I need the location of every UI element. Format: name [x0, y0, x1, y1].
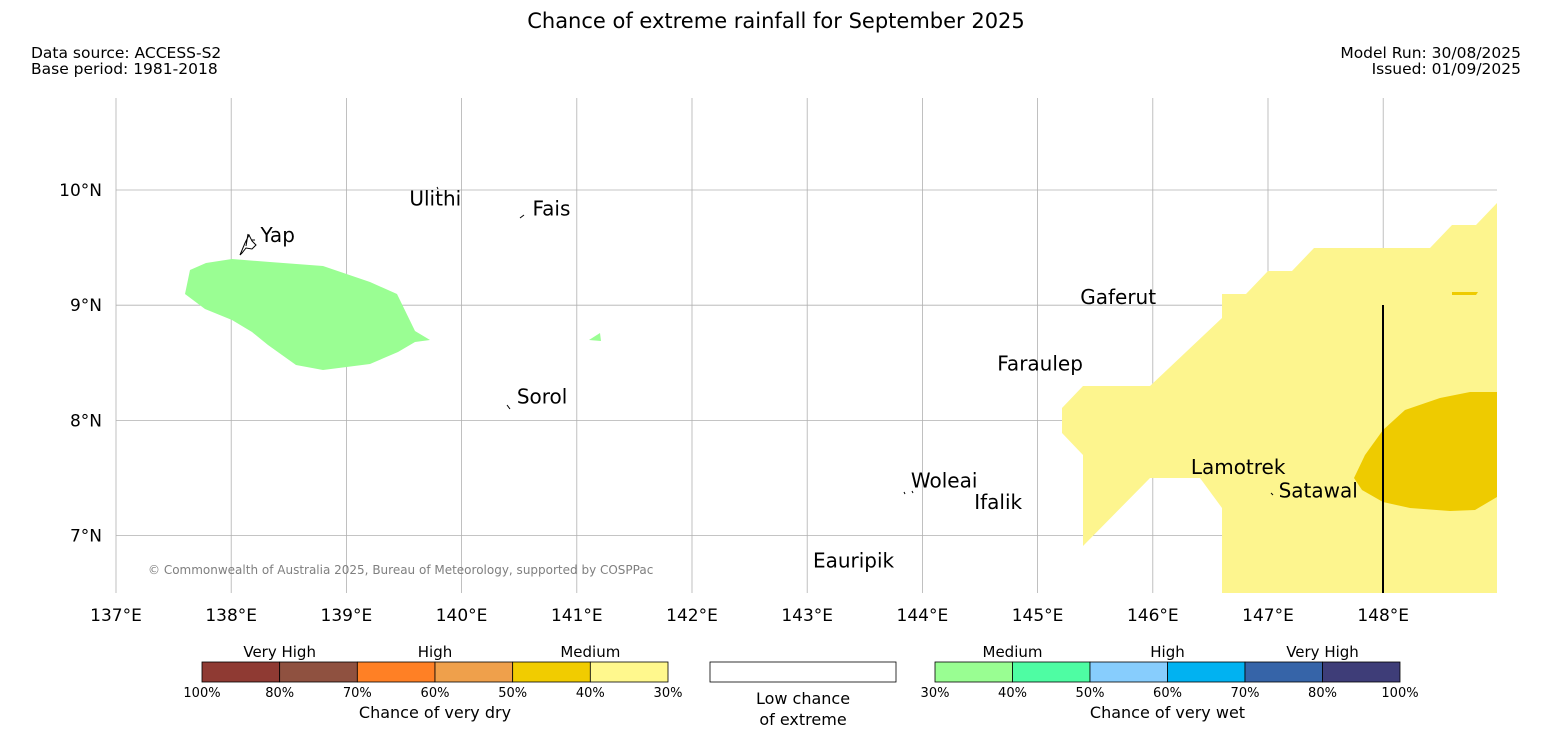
ifalik-island-mark: [903, 490, 914, 495]
wet-color-swatch: [1322, 661, 1401, 683]
copyright-text: © Commonwealth of Australia 2025, Bureau…: [148, 563, 653, 577]
wet-tick-label: 80%: [1308, 686, 1337, 701]
fais-island-mark: [519, 214, 525, 219]
place-label: Yap: [259, 223, 294, 247]
dry-high-sliver: [1452, 292, 1478, 295]
wet-tick-label: 30%: [921, 686, 950, 701]
dry-medium-region: [1062, 203, 1497, 593]
dry-level-label: Medium: [560, 643, 620, 661]
wet-tick-label: 50%: [1076, 686, 1105, 701]
issued-date: Issued: 01/09/2025: [1371, 60, 1521, 78]
wet-tick-label: 70%: [1231, 686, 1260, 701]
dry-tick-label: 40%: [576, 686, 605, 701]
dry-color-swatch: [201, 661, 281, 683]
wet-tick-label: 40%: [998, 686, 1027, 701]
place-label: Satawal: [1279, 478, 1358, 502]
lon-tick-label: 139°E: [321, 606, 373, 626]
data-source: Data source: ACCESS-S2: [31, 44, 222, 62]
place-label: Faraulep: [997, 351, 1083, 375]
place-label: Eauripik: [813, 548, 895, 572]
place-label: Lamotrek: [1191, 455, 1286, 479]
yap-island-outline: [239, 233, 257, 256]
lon-tick-label: 140°E: [436, 606, 488, 626]
meta-right: Model Run: 30/08/2025 Issued: 01/09/2025: [1340, 45, 1521, 77]
place-label: Fais: [533, 196, 571, 220]
wet-level-label: Very High: [1286, 643, 1359, 661]
wet-color-swatch: [934, 661, 1013, 683]
lat-tick-label: 9°N: [70, 296, 102, 316]
longitude-labels: 137°E 138°E 139°E 140°E 141°E 142°E 143°E 144°E…: [90, 606, 1409, 626]
satawal-island-mark: [1270, 492, 1274, 496]
probability-regions: [185, 203, 1497, 593]
wet-tick-label: 100%: [1381, 686, 1418, 701]
low-chance-swatch: [709, 661, 897, 683]
wet-color-swatch: [1167, 661, 1246, 683]
legend: 100% 80% 70% 60% 50% 40% 30% Very High High Mediu…: [183, 643, 1418, 729]
dry-color-swatch: [279, 661, 358, 683]
sorol-island-mark: [506, 404, 511, 410]
place-labels: Yap Ulithi Fais Sorol Gaferut Faraulep WoleaiI…: [259, 187, 1357, 573]
lon-tick-label: 141°E: [551, 606, 603, 626]
meta-left: Data source: ACCESS-S2 Base period: 1981…: [31, 45, 221, 77]
wet-color-swatch: [1012, 661, 1091, 683]
dry-tick-label: 30%: [654, 686, 683, 701]
lon-tick-label: 144°E: [897, 606, 949, 626]
wet-color-swatch: [1244, 661, 1323, 683]
low-chance-caption-1: Low chance: [756, 689, 850, 708]
lon-tick-label: 138°E: [205, 606, 257, 626]
lon-tick-label: 146°E: [1127, 606, 1179, 626]
dry-color-swatch: [512, 661, 591, 683]
model-run: Model Run: 30/08/2025: [1340, 44, 1521, 62]
dry-caption: Chance of very dry: [359, 703, 511, 722]
ulithi-island-mark: [436, 186, 439, 190]
dry-tick-label: 100%: [183, 686, 220, 701]
wet-medium-region: [185, 259, 430, 370]
dry-tick-label: 50%: [498, 686, 527, 701]
dry-tick-label: 60%: [421, 686, 450, 701]
dry-color-swatch: [589, 661, 669, 683]
dry-color-swatch: [356, 661, 436, 683]
place-label: Sorol: [517, 384, 568, 408]
dry-level-label: Very High: [243, 643, 316, 661]
lon-tick-label: 137°E: [90, 606, 142, 626]
wet-color-swatch: [1089, 661, 1168, 683]
lat-tick-label: 7°N: [70, 527, 102, 547]
lon-tick-label: 143°E: [781, 606, 833, 626]
dry-level-label: High: [418, 643, 452, 661]
wet-medium-spot: [589, 333, 601, 341]
low-chance-caption-2: of extreme: [759, 710, 846, 729]
wet-tick-label: 60%: [1153, 686, 1182, 701]
place-label: Ifalik: [974, 490, 1022, 514]
dry-high-region: [1354, 392, 1497, 511]
dry-tick-label: 80%: [265, 686, 294, 701]
dry-color-swatch: [434, 661, 514, 683]
lat-tick-label: 8°N: [70, 411, 102, 431]
lon-tick-label: 145°E: [1012, 606, 1064, 626]
place-label: Ulithi: [409, 187, 461, 211]
base-period: Base period: 1981-2018: [31, 60, 218, 78]
lat-tick-label: 10°N: [59, 181, 102, 201]
wet-level-label: Medium: [983, 643, 1043, 661]
wet-level-label: High: [1150, 643, 1184, 661]
place-label: Gaferut: [1080, 285, 1156, 309]
island-marks: [239, 186, 1274, 496]
lon-tick-label: 148°E: [1357, 606, 1409, 626]
dry-tick-label: 70%: [343, 686, 372, 701]
lon-tick-label: 147°E: [1242, 606, 1294, 626]
wet-caption: Chance of very wet: [1090, 703, 1245, 722]
place-label: Woleai: [911, 468, 978, 492]
chart-title: Chance of extreme rainfall for September…: [527, 9, 1025, 33]
latitude-labels: 10°N 9°N 8°N 7°N: [59, 181, 102, 547]
lon-tick-label: 142°E: [666, 606, 718, 626]
